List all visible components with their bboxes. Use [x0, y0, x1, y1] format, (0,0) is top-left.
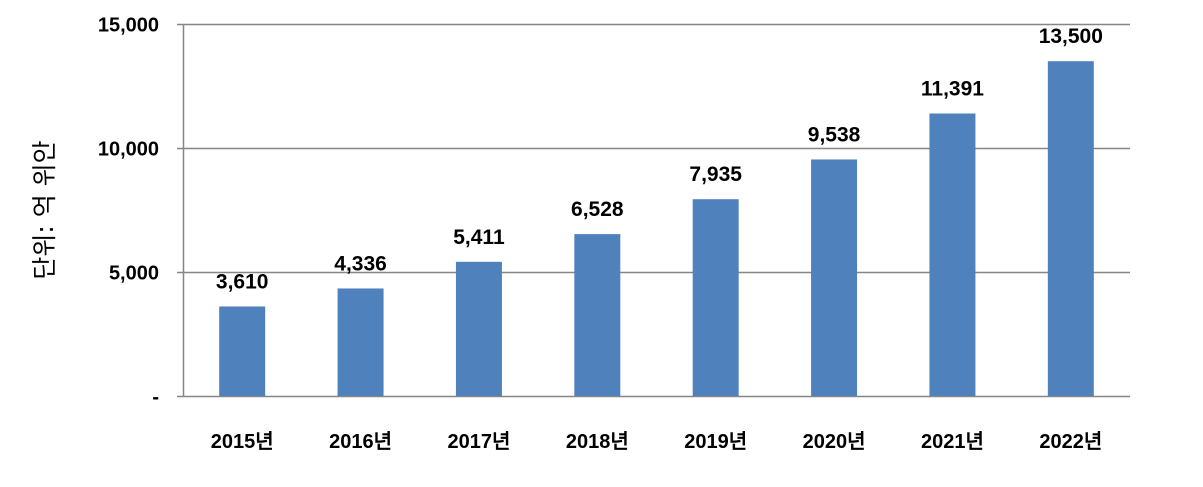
bar [811, 159, 858, 396]
y-tick-label: - [152, 387, 159, 409]
bar [219, 306, 266, 396]
gridlines [183, 23, 1130, 274]
x-tick-label: 2020년 [803, 430, 866, 453]
bar [1047, 61, 1094, 396]
bar [929, 113, 976, 396]
x-tick-label: 2019년 [684, 430, 747, 453]
data-labels: 3,610 4,336 5,411 6,528 7,935 9,538 11,391 13,5… [216, 25, 1103, 293]
x-tick-label: 2021년 [921, 430, 984, 453]
y-tick-label: 5,000 [109, 263, 159, 285]
x-tick-label: 2015년 [211, 430, 274, 453]
y-tick-label: 10,000 [98, 139, 159, 161]
bar [455, 261, 502, 396]
y-axis-label: 단위: 억 위안 [30, 140, 59, 279]
x-tick-label: 2022년 [1039, 430, 1102, 453]
data-label: 11,391 [921, 78, 984, 101]
data-label: 13,500 [1039, 25, 1103, 48]
data-label: 3,610 [216, 270, 269, 293]
x-axis-ticks: 2015년 2016년 2017년 2018년 2019년 2020년 2021년 2022년 [211, 430, 1103, 453]
data-label: 7,935 [689, 163, 742, 186]
x-tick-label: 2017년 [447, 430, 510, 453]
axes [182, 24, 1130, 398]
bar [337, 288, 384, 396]
x-tick-label: 2018년 [566, 430, 629, 453]
bar [574, 234, 621, 396]
x-tick-label: 2016년 [329, 430, 392, 453]
bars [219, 61, 1094, 396]
data-label: 4,336 [334, 252, 387, 275]
data-label: 6,528 [571, 198, 624, 221]
y-axis-ticks: - 5,000 10,000 15,000 [98, 15, 183, 409]
data-label: 5,411 [453, 226, 505, 249]
y-tick-label: 15,000 [98, 15, 159, 37]
data-label: 9,538 [808, 123, 861, 146]
bar [692, 199, 739, 396]
